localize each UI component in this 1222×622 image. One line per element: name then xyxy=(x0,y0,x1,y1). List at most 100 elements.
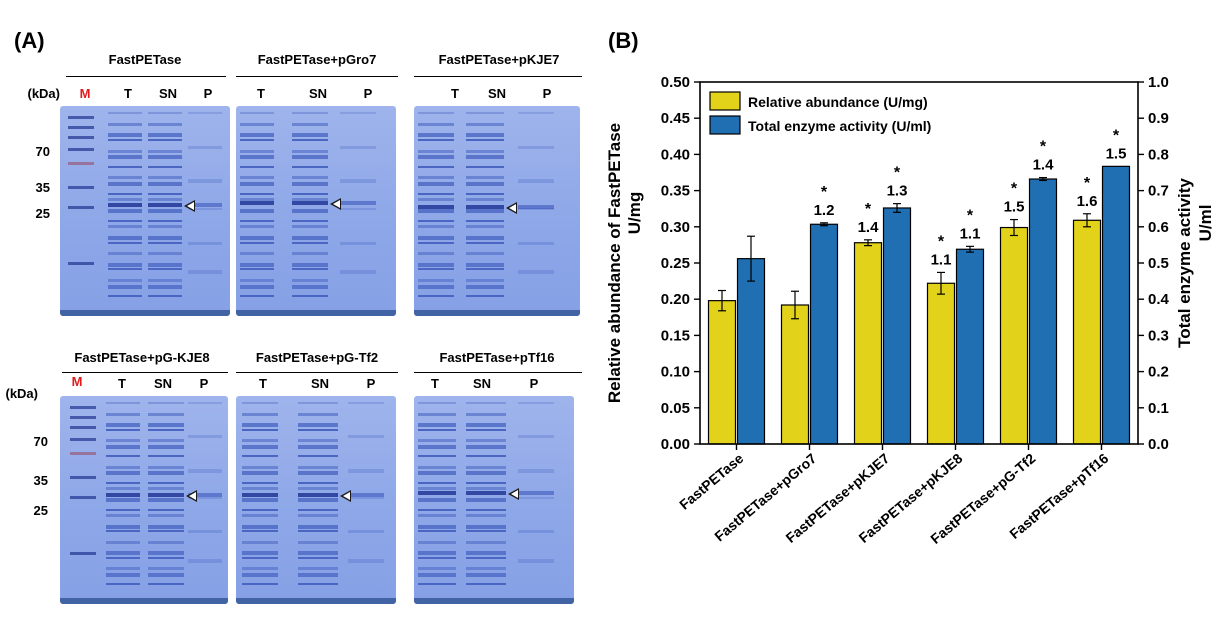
gel-lane xyxy=(70,396,96,604)
lane-label-sn-2: SN xyxy=(308,86,328,101)
gel-dye-front xyxy=(414,310,580,316)
y-tick-label: 0.45 xyxy=(661,110,690,127)
gel-lane xyxy=(292,106,328,316)
gel-lane xyxy=(518,396,554,604)
y2-tick-label: 0.6 xyxy=(1148,219,1169,236)
gel-rule-5 xyxy=(236,372,398,373)
x-tick-label: FastPETase+pTf16 xyxy=(1006,450,1111,542)
significance-star: * xyxy=(967,207,974,224)
y2-tick-label: 0.0 xyxy=(1148,436,1169,453)
gel-lane xyxy=(340,106,376,316)
y2-tick-label: 0.4 xyxy=(1148,291,1170,308)
significance-star: * xyxy=(894,165,901,182)
lane-label-t-4: T xyxy=(118,376,126,391)
lane-label-p-6: P xyxy=(529,376,539,391)
lane-label-sn-3: SN xyxy=(487,86,507,101)
legend-entry: Relative abundance (U/mg) xyxy=(748,94,928,110)
y-tick-label: 0.30 xyxy=(661,219,690,236)
panel-label-a: (A) xyxy=(14,28,45,53)
data-label: 1.3 xyxy=(887,183,908,200)
significance-star: * xyxy=(1011,181,1018,198)
lane-label-p-4: P xyxy=(199,376,209,391)
y2-tick-label: 1.0 xyxy=(1148,74,1169,91)
bar-activity xyxy=(882,207,912,445)
y2-axis-label: Total enzyme activity xyxy=(1175,178,1194,348)
gel-image-5 xyxy=(236,396,396,604)
x-tick-label: FastPETase+pG-Tf2 xyxy=(927,450,1038,547)
lane-label-t-6: T xyxy=(431,376,439,391)
gel-rule-3 xyxy=(414,76,582,77)
gel-lane xyxy=(108,106,142,316)
gel-lane xyxy=(348,396,384,604)
gel-lane xyxy=(148,106,182,316)
lane-label-p-1: P xyxy=(203,86,213,101)
bar-activity xyxy=(1101,165,1131,445)
data-label: 1.5 xyxy=(1004,199,1025,216)
bar-abundance xyxy=(1072,219,1102,445)
lane-label-sn-1: SN xyxy=(158,86,178,101)
lane-label-p-5: P xyxy=(366,376,376,391)
kda-70-4: 70 xyxy=(33,434,48,449)
data-label: 1.4 xyxy=(858,219,880,236)
data-label: 1.6 xyxy=(1077,193,1098,210)
y-tick-label: 0.05 xyxy=(661,400,690,417)
significance-star: * xyxy=(821,184,828,201)
band-arrow-icon xyxy=(186,490,197,502)
significance-star: * xyxy=(1113,127,1120,144)
band-arrow-icon xyxy=(508,488,519,500)
kda-70-1: 70 xyxy=(35,144,50,159)
band-arrow-icon xyxy=(340,490,351,502)
gel-rule-6 xyxy=(414,372,582,373)
gel-lane xyxy=(68,106,94,316)
gel-title-5: FastPETase+pG-Tf2 xyxy=(255,350,379,365)
lane-label-t-1: T xyxy=(124,86,132,101)
lane-label-t-3: T xyxy=(451,86,459,101)
plot-frame xyxy=(699,81,1139,445)
y2-tick-label: 0.8 xyxy=(1148,146,1169,163)
gel-lane xyxy=(106,396,140,604)
x-tick-label: FastPETase+pKJE8 xyxy=(855,450,965,546)
data-label: 1.4 xyxy=(1033,157,1055,174)
gel-lane xyxy=(418,396,456,604)
kda-35-1: 35 xyxy=(35,180,50,195)
kda-unit-4: (kDa) xyxy=(5,386,38,401)
gel-dye-front xyxy=(236,598,396,604)
y2-tick-label: 0.3 xyxy=(1148,327,1169,344)
gel-image-3 xyxy=(414,106,580,316)
bar-activity xyxy=(955,248,985,445)
data-label: 1.1 xyxy=(931,251,952,268)
bar-abundance xyxy=(853,242,883,445)
lane-label-t-5: T xyxy=(259,376,267,391)
y-tick-label: 0.35 xyxy=(661,183,690,200)
x-tick-label: FastPETase xyxy=(676,450,746,513)
bar-abundance xyxy=(780,304,810,445)
gel-dye-front xyxy=(236,310,396,316)
significance-star: * xyxy=(1040,139,1047,156)
data-label: 1.1 xyxy=(960,225,981,242)
band-arrow-icon xyxy=(506,202,517,214)
gel-lane xyxy=(240,106,274,316)
data-label: 1.5 xyxy=(1106,145,1127,162)
y2-tick-label: 0.7 xyxy=(1148,183,1169,200)
lane-label-sn-5: SN xyxy=(310,376,330,391)
gel-lane xyxy=(298,396,338,604)
x-tick-label: FastPETase+pGro7 xyxy=(711,450,819,545)
bar-abundance xyxy=(999,226,1029,445)
y2-axis-unit: U/ml xyxy=(1196,205,1215,242)
y-axis-label: Relative abundance of FastPETase xyxy=(605,123,624,403)
gel-lane xyxy=(518,106,554,316)
gel-dye-front xyxy=(60,598,228,604)
y-tick-label: 0.40 xyxy=(661,146,690,163)
legend-entry: Total enzyme activity (U/ml) xyxy=(748,118,931,134)
lane-label-m-1: M xyxy=(79,86,91,101)
y2-tick-label: 0.9 xyxy=(1148,110,1169,127)
gel-dye-front xyxy=(414,598,574,604)
gel-title-3: FastPETase+pKJE7 xyxy=(438,52,560,67)
gel-image-1 xyxy=(60,106,230,316)
gel-title-6: FastPETase+pTf16 xyxy=(439,350,555,365)
gel-rule-1 xyxy=(66,76,226,77)
data-label: 1.2 xyxy=(814,202,835,219)
y-axis-unit: U/mg xyxy=(625,192,644,235)
band-arrow-icon xyxy=(330,198,341,210)
lane-label-sn-6: SN xyxy=(472,376,492,391)
